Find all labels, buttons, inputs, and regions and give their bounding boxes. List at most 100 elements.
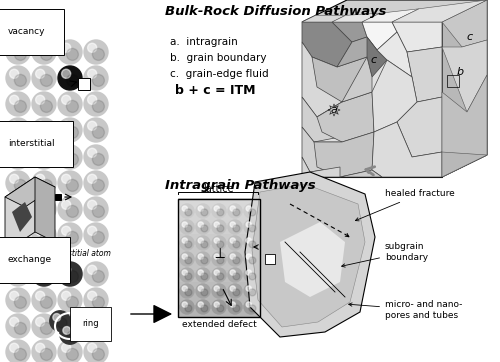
Polygon shape <box>314 132 374 177</box>
Circle shape <box>58 340 82 362</box>
Circle shape <box>6 288 30 312</box>
Circle shape <box>196 204 210 218</box>
Circle shape <box>84 197 108 221</box>
Circle shape <box>230 254 235 259</box>
Text: subgrain
boundary: subgrain boundary <box>342 242 428 267</box>
FancyBboxPatch shape <box>178 292 260 305</box>
Circle shape <box>57 318 67 328</box>
Circle shape <box>244 204 258 218</box>
Circle shape <box>230 270 235 275</box>
Circle shape <box>246 270 252 275</box>
Circle shape <box>32 92 56 116</box>
Circle shape <box>62 121 70 130</box>
Circle shape <box>10 148 18 157</box>
Circle shape <box>62 69 70 78</box>
Circle shape <box>6 118 30 142</box>
Circle shape <box>10 43 18 52</box>
Circle shape <box>230 222 235 227</box>
Text: c.  grain-edge fluid: c. grain-edge fluid <box>170 69 268 79</box>
Circle shape <box>92 180 104 191</box>
Circle shape <box>182 206 188 211</box>
Polygon shape <box>12 202 32 232</box>
Circle shape <box>84 340 108 362</box>
Text: interstitial: interstitial <box>8 139 54 148</box>
Circle shape <box>36 265 44 274</box>
Circle shape <box>88 343 96 352</box>
Circle shape <box>249 305 256 312</box>
Circle shape <box>201 289 208 296</box>
Circle shape <box>32 197 56 221</box>
Circle shape <box>246 238 252 243</box>
Circle shape <box>10 343 18 352</box>
Circle shape <box>228 300 242 314</box>
Circle shape <box>228 252 242 266</box>
Polygon shape <box>377 32 412 77</box>
Text: ring: ring <box>82 320 98 328</box>
Circle shape <box>58 171 82 195</box>
Circle shape <box>244 220 258 234</box>
Polygon shape <box>342 57 372 102</box>
Circle shape <box>14 205 26 218</box>
Circle shape <box>249 273 256 280</box>
Circle shape <box>212 284 226 298</box>
Circle shape <box>62 265 70 274</box>
Circle shape <box>84 145 108 169</box>
Circle shape <box>32 262 56 286</box>
Circle shape <box>6 92 30 116</box>
Circle shape <box>14 49 26 60</box>
Polygon shape <box>302 157 340 177</box>
Circle shape <box>212 300 226 314</box>
Circle shape <box>40 348 52 361</box>
Circle shape <box>62 343 70 352</box>
Circle shape <box>244 252 258 266</box>
Circle shape <box>32 314 56 338</box>
Circle shape <box>14 180 26 191</box>
Circle shape <box>77 318 87 328</box>
Text: c: c <box>467 32 473 42</box>
Polygon shape <box>442 0 487 177</box>
Circle shape <box>66 270 78 282</box>
Circle shape <box>92 75 104 87</box>
Circle shape <box>88 148 96 157</box>
Circle shape <box>201 225 208 232</box>
Text: Intragrain Pathways: Intragrain Pathways <box>165 179 316 192</box>
Circle shape <box>92 49 104 60</box>
Circle shape <box>244 284 258 298</box>
Circle shape <box>182 270 188 275</box>
Circle shape <box>50 311 70 331</box>
Circle shape <box>14 126 26 138</box>
Circle shape <box>10 226 18 235</box>
Circle shape <box>66 49 78 60</box>
Circle shape <box>36 121 44 130</box>
Circle shape <box>14 100 26 112</box>
Circle shape <box>40 296 52 308</box>
Circle shape <box>36 226 44 235</box>
Circle shape <box>185 273 192 280</box>
Circle shape <box>246 302 252 307</box>
Circle shape <box>10 95 18 104</box>
Circle shape <box>180 252 194 266</box>
Circle shape <box>228 236 242 250</box>
Polygon shape <box>332 13 380 22</box>
Circle shape <box>58 314 82 338</box>
Circle shape <box>88 174 96 184</box>
Circle shape <box>10 69 18 78</box>
Polygon shape <box>337 37 377 67</box>
Circle shape <box>66 323 78 334</box>
Circle shape <box>185 225 192 232</box>
Circle shape <box>36 343 44 352</box>
Circle shape <box>62 148 70 157</box>
Circle shape <box>185 289 192 296</box>
Circle shape <box>6 314 30 338</box>
Polygon shape <box>392 22 442 52</box>
Text: exchange: exchange <box>8 256 52 265</box>
Circle shape <box>62 226 70 235</box>
Circle shape <box>58 197 82 221</box>
Circle shape <box>92 231 104 243</box>
Circle shape <box>244 236 258 250</box>
Circle shape <box>230 238 235 243</box>
Circle shape <box>228 284 242 298</box>
Circle shape <box>36 148 44 157</box>
Circle shape <box>185 241 192 248</box>
Circle shape <box>70 311 90 331</box>
